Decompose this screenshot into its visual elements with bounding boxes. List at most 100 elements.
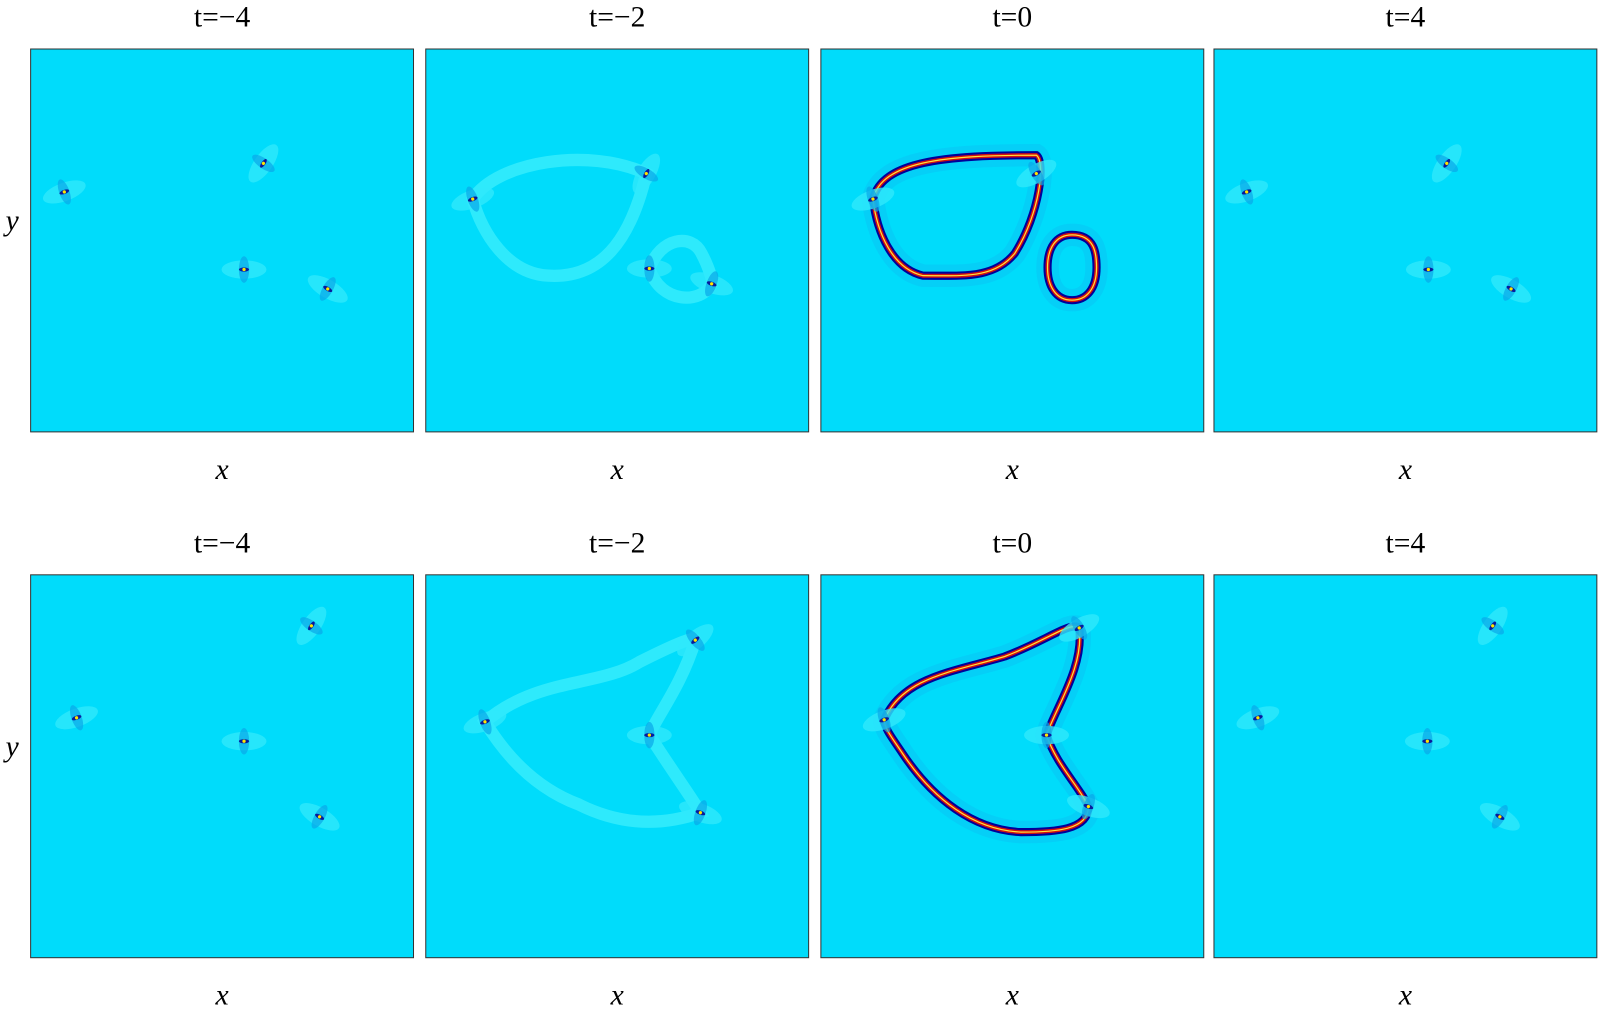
panel bbox=[820, 48, 1205, 433]
lump-peak bbox=[74, 716, 79, 720]
lump bbox=[296, 606, 327, 646]
panel bbox=[1213, 574, 1598, 959]
lump-peak bbox=[62, 190, 66, 194]
lump-peak bbox=[1445, 161, 1449, 165]
lump-peak bbox=[1044, 733, 1049, 737]
panel bbox=[30, 574, 415, 959]
lump bbox=[862, 707, 906, 733]
x-axis-label: x bbox=[1398, 454, 1412, 486]
lump-peak bbox=[309, 624, 314, 628]
lump-peak bbox=[471, 197, 475, 201]
lump bbox=[1067, 793, 1110, 820]
lump bbox=[1404, 727, 1450, 755]
panel-title: t=−4 bbox=[194, 527, 251, 559]
lump-peak bbox=[1256, 716, 1260, 720]
lump-peak bbox=[882, 718, 886, 722]
x-axis-label: x bbox=[610, 980, 624, 1009]
lump bbox=[1491, 275, 1532, 303]
panel-background bbox=[1213, 49, 1597, 432]
faint-ring bbox=[466, 153, 654, 282]
x-axis-label: x bbox=[214, 980, 228, 1009]
panel-border bbox=[820, 48, 1205, 433]
lump-peak bbox=[698, 811, 703, 815]
lump-peak bbox=[1426, 267, 1431, 272]
ring-core bbox=[872, 154, 1042, 277]
lump bbox=[55, 705, 98, 731]
panel-background bbox=[30, 49, 414, 432]
lump bbox=[677, 624, 714, 657]
x-axis-label: x bbox=[214, 454, 228, 486]
lump bbox=[307, 275, 348, 303]
lump bbox=[679, 800, 722, 826]
lump-peak bbox=[647, 733, 651, 737]
lump bbox=[463, 709, 507, 735]
lump-peak bbox=[483, 720, 487, 724]
lump-peak bbox=[242, 739, 246, 743]
panel-border bbox=[30, 574, 415, 959]
lump bbox=[221, 256, 267, 283]
lump bbox=[248, 144, 279, 183]
panel-title: t=−2 bbox=[589, 2, 645, 34]
lump-peak bbox=[261, 161, 266, 165]
lump bbox=[1059, 614, 1100, 642]
panel-border bbox=[1213, 574, 1598, 959]
lump bbox=[1016, 159, 1057, 188]
lump-peak bbox=[326, 287, 330, 291]
ring-core bbox=[883, 625, 1089, 833]
panel-border bbox=[425, 48, 810, 433]
lump-peak bbox=[1509, 287, 1513, 291]
lump-peak bbox=[317, 815, 322, 819]
lump-peak bbox=[1034, 171, 1038, 176]
lump bbox=[1024, 721, 1069, 749]
panel bbox=[1213, 48, 1598, 433]
y-axis-label: y bbox=[3, 731, 20, 763]
panel-background bbox=[425, 574, 809, 958]
panel-title: t=4 bbox=[1386, 527, 1426, 559]
lump bbox=[299, 803, 340, 831]
y-axis-label: y bbox=[3, 205, 20, 237]
panel-title: t=−2 bbox=[589, 527, 645, 559]
lump bbox=[690, 271, 733, 297]
panel-title: t=0 bbox=[992, 2, 1032, 34]
panel-border bbox=[30, 48, 415, 433]
panel-title: t=4 bbox=[1386, 2, 1426, 34]
lump bbox=[1236, 705, 1280, 731]
lump bbox=[42, 179, 86, 205]
lump bbox=[1477, 606, 1508, 646]
ring-core bbox=[1046, 234, 1098, 301]
lump bbox=[626, 721, 672, 749]
panel-border bbox=[425, 574, 810, 959]
figure-root: t=−4 x y t=−2 x t=0 x t=4 x t=−4 x y t=−2 x t=0 x t=4 x bbox=[3, 2, 1598, 1009]
panel bbox=[425, 48, 810, 433]
lump-peak bbox=[1491, 624, 1495, 628]
lump-peak bbox=[871, 197, 875, 201]
lump-peak bbox=[1425, 739, 1429, 743]
lump-peak bbox=[1245, 190, 1249, 194]
x-axis-label: x bbox=[1005, 454, 1019, 486]
x-axis-label: x bbox=[1398, 980, 1412, 1009]
lump bbox=[1431, 144, 1462, 183]
panel-background bbox=[30, 574, 414, 958]
lump bbox=[221, 727, 267, 755]
panel-border bbox=[820, 574, 1205, 959]
lump bbox=[451, 186, 495, 212]
lump-peak bbox=[1077, 626, 1081, 630]
lump-peak bbox=[1086, 804, 1091, 809]
lump-peak bbox=[647, 266, 651, 271]
lump-peak bbox=[710, 282, 714, 286]
panel-title: t=−4 bbox=[194, 2, 251, 34]
lump bbox=[1479, 803, 1520, 831]
panel-border bbox=[1213, 48, 1598, 433]
panel bbox=[30, 48, 415, 433]
panel-background bbox=[820, 574, 1204, 958]
lump bbox=[626, 255, 672, 282]
panel bbox=[820, 574, 1205, 959]
lump bbox=[1225, 179, 1268, 205]
lump bbox=[632, 153, 661, 194]
lump-peak bbox=[644, 171, 648, 176]
panel-background bbox=[1213, 574, 1597, 958]
x-axis-label: x bbox=[1005, 980, 1019, 1009]
x-axis-label: x bbox=[610, 454, 624, 486]
